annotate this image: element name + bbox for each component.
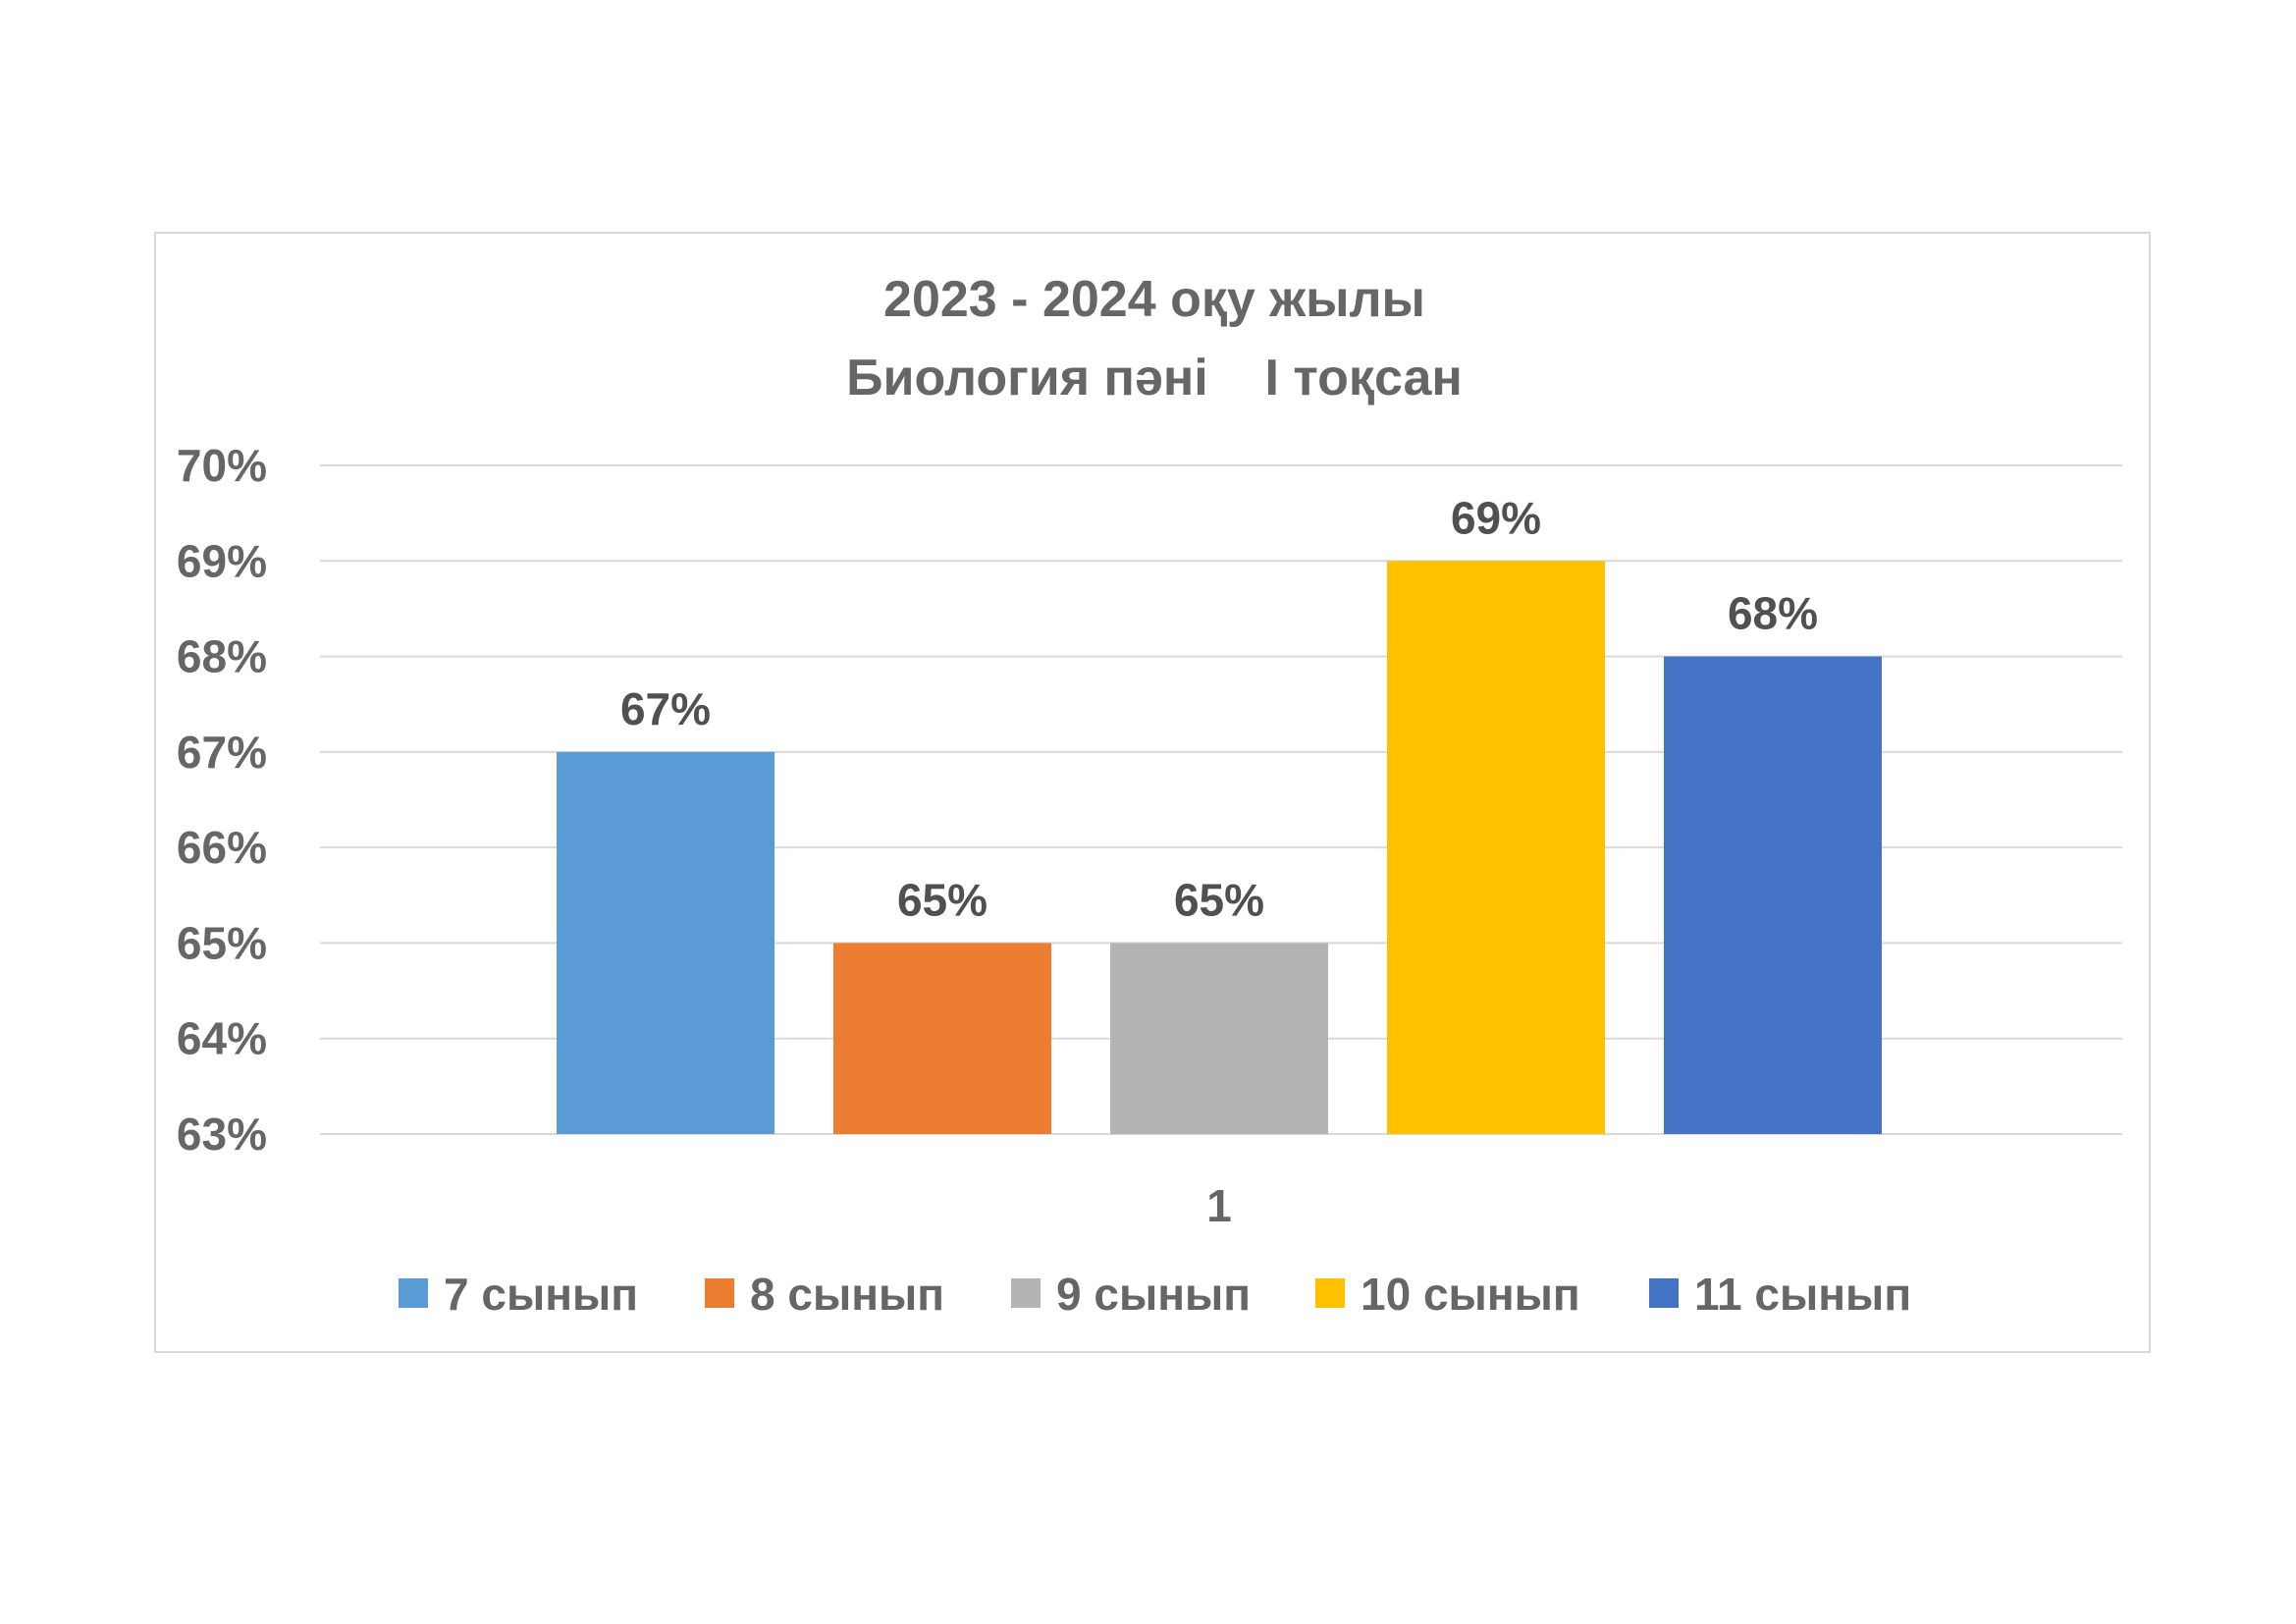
- legend-label-4: 10 сынып: [1361, 1269, 1580, 1320]
- legend-label-1: 7 сынып: [444, 1269, 638, 1320]
- legend-swatch-1: [399, 1278, 428, 1308]
- y-tick-label: 70%: [177, 440, 267, 491]
- legend-label-5: 11 сынып: [1694, 1269, 1911, 1320]
- y-tick-label: 64%: [177, 1013, 267, 1064]
- bar-5: [1664, 656, 1882, 1134]
- y-tick-label: 65%: [177, 917, 267, 968]
- bars: [557, 561, 1882, 1134]
- legend-swatch-5: [1649, 1278, 1679, 1308]
- y-axis-ticks: 63% 64% 65% 66% 67% 68% 69% 70%: [177, 440, 267, 1160]
- y-tick-label: 68%: [177, 631, 267, 682]
- legend-swatch-3: [1011, 1278, 1041, 1308]
- bar-1: [557, 751, 774, 1134]
- data-label-5: 68%: [1728, 588, 1818, 639]
- bar-3: [1110, 943, 1328, 1134]
- data-label-3: 65%: [1174, 874, 1264, 925]
- y-tick-label: 63%: [177, 1109, 267, 1160]
- x-tick-label: 1: [1206, 1180, 1232, 1231]
- legend: 7 сынып 8 сынып 9 сынып 10 сынып 11 сынып: [399, 1269, 1911, 1320]
- data-label-2: 65%: [897, 874, 988, 925]
- data-label-4: 69%: [1451, 492, 1541, 543]
- chart-title-line-1: 2023 - 2024 оқу жылы: [883, 271, 1425, 328]
- bar-4: [1387, 561, 1605, 1134]
- legend-swatch-4: [1315, 1278, 1345, 1308]
- y-tick-label: 67%: [177, 727, 267, 778]
- data-labels: 67% 65% 65% 69% 68%: [620, 492, 1818, 925]
- y-tick-label: 66%: [177, 822, 267, 873]
- legend-label-3: 9 сынып: [1056, 1269, 1251, 1320]
- data-label-1: 67%: [620, 683, 711, 734]
- legend-label-2: 8 сынып: [750, 1269, 944, 1320]
- bar-2: [833, 943, 1051, 1134]
- legend-swatch-2: [705, 1278, 734, 1308]
- chart-title-line-2: Биология пәні І тоқсан: [846, 350, 1463, 406]
- y-tick-label: 69%: [177, 535, 267, 586]
